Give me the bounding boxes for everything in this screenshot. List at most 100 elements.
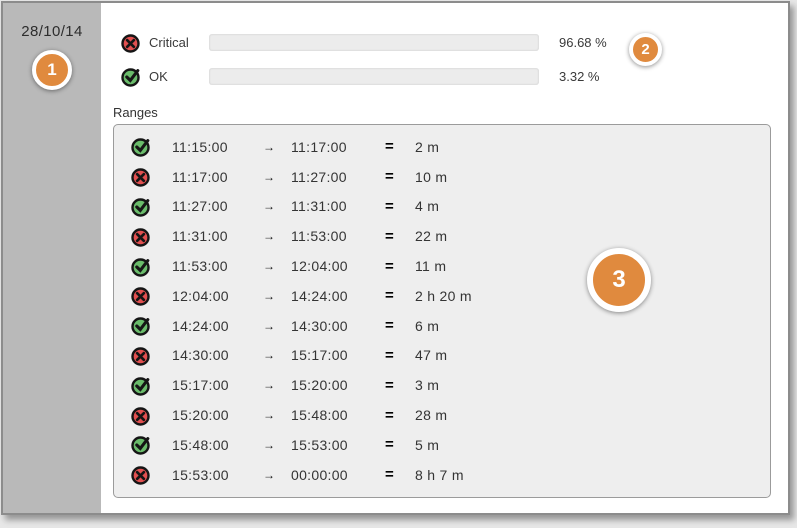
range-row: 14:24:00 → 14:30:00 = 6 m: [130, 311, 770, 341]
ranges-panel: 11:15:00 → 11:17:00 = 2 m 11:17:00 → 11:…: [113, 124, 771, 498]
range-start-time: 12:04:00: [172, 287, 229, 304]
equals-icon: =: [385, 257, 394, 275]
x-icon: [131, 347, 150, 366]
ok-percent: 3.32 %: [559, 68, 600, 84]
critical-bar-track: [209, 33, 539, 51]
callout-badge-1: 1: [32, 50, 72, 90]
date-sidebar: 28/10/14 1: [3, 3, 101, 513]
range-row: 11:31:00 → 11:53:00 = 22 m: [130, 221, 770, 251]
range-duration: 28 m: [415, 407, 448, 424]
range-duration: 3 m: [415, 377, 440, 394]
check-icon: [131, 436, 150, 456]
check-icon: [131, 317, 150, 336]
range-end-time: 14:24:00: [291, 287, 348, 304]
range-row: 12:04:00 → 14:24:00 = 2 h 20 m: [130, 281, 770, 311]
ok-bar-track: [209, 67, 539, 85]
range-row: 11:53:00 → 12:04:00 = 11 m: [130, 251, 770, 281]
ranges-title: Ranges: [113, 105, 158, 120]
range-duration: 47 m: [415, 347, 448, 364]
range-end-time: 11:17:00: [291, 138, 347, 155]
range-duration: 2 m: [415, 138, 440, 155]
range-start-time: 15:48:00: [172, 436, 229, 453]
range-end-time: 11:27:00: [291, 168, 347, 185]
status-icon: [130, 255, 152, 278]
arrow-right-icon: →: [263, 169, 275, 184]
x-icon: [131, 287, 150, 307]
range-duration: 11 m: [415, 258, 447, 275]
range-start-time: 15:17:00: [172, 377, 229, 394]
range-start-time: 11:53:00: [172, 258, 228, 275]
status-icon: [120, 65, 142, 88]
x-icon: [131, 466, 150, 485]
equals-icon: =: [385, 406, 394, 424]
range-row: 15:20:00 → 15:48:00 = 28 m: [130, 400, 770, 430]
equals-icon: =: [385, 436, 394, 454]
critical-percent: 96.68 %: [559, 34, 607, 50]
range-row: 11:17:00 → 11:27:00 = 10 m: [130, 162, 770, 192]
equals-icon: =: [385, 376, 394, 394]
range-start-time: 11:17:00: [172, 168, 228, 185]
arrow-right-icon: →: [263, 139, 275, 154]
status-icon: [130, 344, 152, 367]
arrow-right-icon: →: [263, 229, 275, 244]
range-start-time: 15:20:00: [172, 407, 229, 424]
equals-icon: =: [385, 317, 394, 335]
callout-badge-2: 2: [629, 33, 662, 66]
status-icon: [130, 374, 152, 397]
ranges-list: 11:15:00 → 11:17:00 = 2 m 11:17:00 → 11:…: [130, 132, 770, 490]
status-icon: [130, 135, 152, 158]
check-icon: [131, 138, 150, 158]
equals-icon: =: [385, 138, 394, 156]
range-start-time: 11:27:00: [172, 198, 228, 215]
status-icon: [130, 165, 152, 188]
range-duration: 22 m: [415, 228, 448, 245]
status-icon: [120, 31, 142, 54]
status-icon: [130, 225, 152, 248]
range-row: 15:53:00 → 00:00:00 = 8 h 7 m: [130, 460, 770, 490]
main-content: Critical 96.68 % OK 3.32 % 2: [101, 3, 788, 513]
x-icon: [121, 33, 140, 53]
status-icon: [130, 284, 152, 307]
range-row: 14:30:00 → 15:17:00 = 47 m: [130, 341, 770, 371]
arrow-right-icon: →: [263, 378, 275, 393]
status-icon: [130, 463, 152, 486]
range-duration: 6 m: [415, 317, 440, 334]
range-end-time: 15:20:00: [291, 377, 348, 394]
range-end-time: 15:53:00: [291, 436, 348, 453]
x-icon: [131, 228, 150, 247]
equals-icon: =: [385, 346, 394, 364]
range-duration: 4 m: [415, 198, 440, 215]
equals-icon: =: [385, 287, 394, 305]
range-start-time: 15:53:00: [172, 466, 229, 483]
equals-icon: =: [385, 168, 394, 186]
summary-row-critical: Critical 96.68 %: [120, 25, 772, 59]
range-start-time: 11:31:00: [172, 228, 228, 245]
equals-icon: =: [385, 197, 394, 215]
report-window: 28/10/14 1 Critical 96.68 %: [1, 1, 790, 515]
ok-label: OK: [149, 68, 168, 84]
range-start-time: 11:15:00: [172, 138, 228, 155]
range-row: 11:15:00 → 11:17:00 = 2 m: [130, 132, 770, 162]
range-row: 15:48:00 → 15:53:00 = 5 m: [130, 430, 770, 460]
range-start-time: 14:30:00: [172, 347, 229, 364]
range-row: 15:17:00 → 15:20:00 = 3 m: [130, 370, 770, 400]
range-end-time: 12:04:00: [291, 258, 348, 275]
arrow-right-icon: →: [263, 318, 275, 333]
status-icon: [130, 195, 152, 218]
arrow-right-icon: →: [263, 408, 275, 423]
status-icon: [130, 314, 152, 337]
arrow-right-icon: →: [263, 348, 275, 363]
range-duration: 10 m: [415, 168, 448, 185]
arrow-right-icon: →: [263, 288, 275, 303]
check-icon: [131, 377, 150, 396]
status-icon: [130, 433, 152, 456]
range-end-time: 15:17:00: [291, 347, 348, 364]
x-icon: [131, 168, 150, 187]
status-icon: [130, 404, 152, 427]
arrow-right-icon: →: [263, 437, 275, 452]
range-end-time: 11:53:00: [291, 228, 347, 245]
summary-row-ok: OK 3.32 %: [120, 59, 772, 93]
x-icon: [131, 406, 150, 426]
availability-summary: Critical 96.68 % OK 3.32 %: [120, 25, 772, 93]
range-row: 11:27:00 → 11:31:00 = 4 m: [130, 192, 770, 222]
